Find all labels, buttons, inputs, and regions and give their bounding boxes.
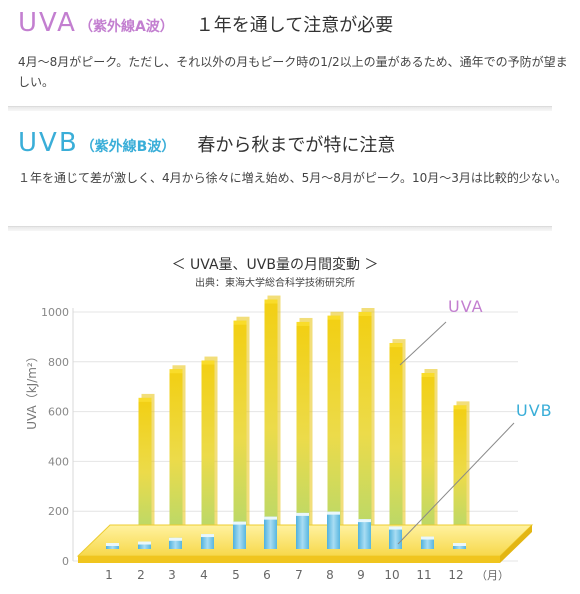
divider — [8, 226, 552, 231]
y-tick-label: 1000 — [41, 306, 69, 319]
uvb-bar-top — [201, 534, 214, 538]
uva-heading: UVA （紫外線A波） １年を通して注意が必要 — [18, 8, 393, 38]
uva-bar — [421, 373, 435, 534]
uv-monthly-chart: ＜ UVA量、UVB量の月間変動 ＞ 出典：東海大学総合科学技術研究所 UVA（… — [25, 256, 553, 582]
uva-bar — [327, 315, 341, 534]
x-tick-label: 8 — [326, 568, 334, 582]
uva-bar-top — [421, 373, 435, 378]
y-tick-label: 800 — [48, 356, 69, 369]
uvb-bar — [201, 534, 214, 549]
uva-bar — [358, 312, 372, 534]
uvb-heading: UVB （紫外線B波） 春から秋までが特に注意 — [18, 128, 395, 158]
uva-bar — [389, 343, 403, 534]
uvb-bar-top — [106, 543, 119, 546]
uva-bar-top — [233, 320, 247, 325]
uvb-code: UVB — [18, 128, 79, 158]
uvb-bar-top — [421, 536, 434, 540]
y-tick-label: 0 — [62, 555, 69, 568]
y-tick-label: 600 — [48, 406, 69, 419]
uvb-bar — [389, 526, 402, 549]
uvb-bar-top — [233, 521, 246, 525]
uva-description: 4月～8月がピーク。ただし、それ以外の月もピーク時の1/2以上の量があるため、通… — [18, 55, 568, 89]
uvb-bar-top — [264, 516, 277, 520]
uvb-bar — [296, 512, 309, 549]
uva-bar-top — [296, 321, 310, 326]
legend: UVA UVB — [397, 297, 553, 545]
uvb-bars — [106, 511, 466, 549]
uvb-description: １年を通じて差が激しく、4月から徐々に増え始め、5月～8月がピーク。10月～3月… — [18, 171, 567, 185]
x-tick-label: 9 — [357, 568, 365, 582]
uva-bar — [296, 321, 310, 534]
x-tick-label: 3 — [168, 568, 176, 582]
uva-bar — [264, 299, 278, 534]
uvb-bar — [264, 516, 277, 549]
x-tick-label: 11 — [416, 568, 431, 582]
chart-title: ＜ UVA量、UVB量の月間変動 ＞ — [172, 256, 379, 273]
y-axis-ticks: 0 200 400 600 800 1000 — [41, 306, 69, 568]
uva-bar — [233, 320, 247, 534]
uvb-sub: （紫外線B波） — [80, 139, 176, 155]
uva-section: UVA （紫外線A波） １年を通して注意が必要 4月～8月がピーク。ただし、それ… — [18, 8, 570, 113]
legend-uvb-label: UVB — [516, 401, 553, 420]
uva-bar-top — [453, 405, 467, 410]
uva-bar — [138, 397, 152, 534]
uva-bar — [169, 369, 183, 534]
uva-bar-top — [389, 343, 403, 348]
uvb-bar — [138, 541, 151, 549]
x-tick-label: 1 — [105, 568, 113, 582]
uvb-bar-top — [169, 537, 182, 541]
uvb-bar — [327, 511, 340, 549]
uva-bars — [138, 295, 470, 534]
uva-bar-top — [201, 360, 215, 365]
uvb-bar — [169, 537, 182, 549]
y-tick-label: 400 — [48, 455, 69, 468]
uva-bar-top — [138, 397, 152, 402]
chart-source: 出典：東海大学総合科学技術研究所 — [195, 276, 355, 289]
x-tick-label: 7 — [295, 568, 303, 582]
uvb-bar-top — [358, 519, 371, 523]
uvb-bar-top — [327, 511, 340, 515]
uva-leader-line — [399, 321, 447, 366]
uva-bar-top — [327, 315, 341, 320]
uva-code: UVA — [18, 8, 77, 38]
uva-sub: （紫外線A波） — [78, 19, 174, 35]
uva-bar-top — [169, 369, 183, 374]
uva-bar-top — [264, 299, 278, 304]
uvb-bar-top — [138, 541, 151, 545]
uvb-bar-top — [453, 543, 466, 546]
divider — [8, 106, 552, 111]
y-axis-label: UVA（kJ/m²） — [25, 350, 39, 429]
x-tick-label: 6 — [263, 568, 271, 582]
x-unit-label: （月） — [476, 569, 509, 582]
uvb-leader-line — [397, 422, 515, 545]
uvb-bar — [358, 519, 371, 549]
uva-bar — [201, 360, 215, 534]
x-tick-label: 5 — [232, 568, 240, 582]
x-tick-label: 2 — [137, 568, 145, 582]
uvb-bar-top — [389, 526, 402, 530]
x-tick-label: 4 — [200, 568, 208, 582]
base-side — [500, 525, 532, 563]
y-tick-label: 200 — [48, 505, 69, 518]
uvb-heading-text: 春から秋までが特に注意 — [197, 135, 396, 156]
legend-uva-label: UVA — [448, 297, 484, 316]
uva-bar — [453, 405, 467, 534]
uva-heading-text: １年を通して注意が必要 — [195, 15, 394, 36]
uvb-bar — [233, 521, 246, 549]
x-tick-label: 12 — [448, 568, 463, 582]
uvb-bar — [421, 536, 434, 549]
x-tick-label: 10 — [384, 568, 399, 582]
uvb-section: UVB （紫外線B波） 春から秋までが特に注意 １年を通じて差が激しく、4月から… — [18, 128, 570, 228]
uvb-bar-top — [296, 512, 309, 516]
base-front — [78, 556, 500, 563]
x-axis-ticks: 1 2 3 4 5 6 7 8 9 10 11 12 （月） — [105, 568, 509, 582]
uva-bar-top — [358, 312, 372, 316]
